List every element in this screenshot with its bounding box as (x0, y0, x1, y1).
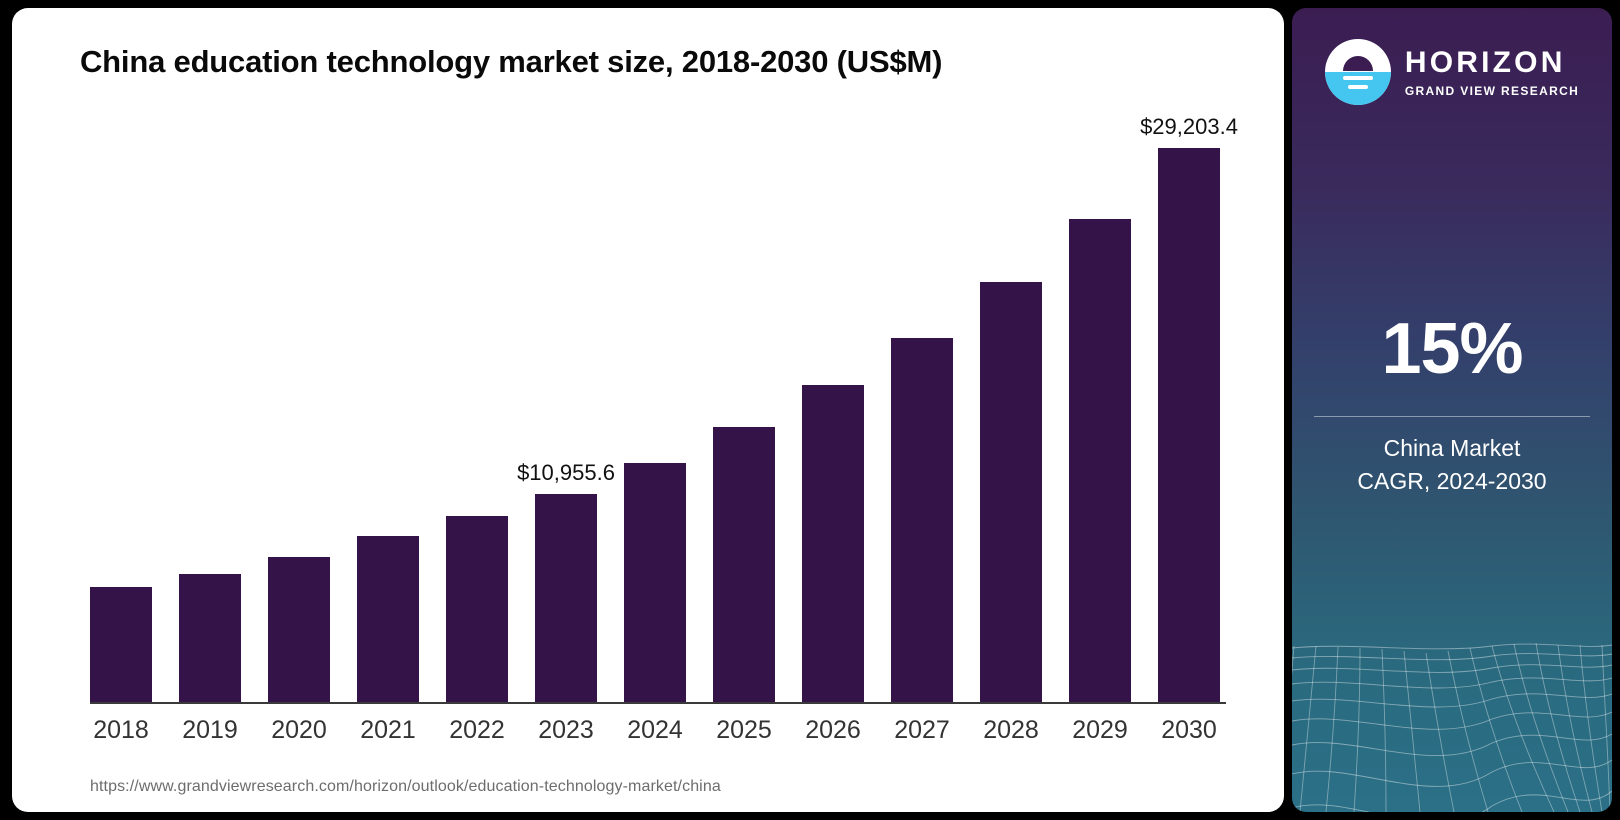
x-tick-label: 2022 (449, 715, 505, 744)
bar (1158, 148, 1220, 702)
bar (446, 516, 508, 702)
source-url[interactable]: https://www.grandviewresearch.com/horizo… (90, 778, 721, 795)
bar-series: $10,955.6 $29,203.4 (90, 104, 1238, 702)
logo: HORIZON GRAND VIEW RESEARCH (1292, 34, 1612, 110)
bar-column (891, 104, 953, 702)
bar (891, 338, 953, 702)
bar-value-label: $29,203.4 (1140, 114, 1238, 139)
page-title: China education technology market size, … (80, 44, 943, 79)
bar-column (713, 104, 775, 702)
x-tick-label: 2019 (182, 715, 238, 744)
bar-column (802, 104, 864, 702)
x-tick-label: 2024 (627, 715, 683, 744)
x-axis-line (90, 702, 1226, 704)
brand-panel: HORIZON GRAND VIEW RESEARCH 15% China Ma… (1292, 8, 1612, 812)
perspective-grid-decoration (1292, 612, 1612, 812)
bar (179, 574, 241, 702)
bar (1069, 219, 1131, 702)
x-tick-label: 2023 (538, 715, 594, 744)
bar (357, 536, 419, 702)
cagr-caption-line1: China Market (1383, 435, 1521, 461)
bar-value-label: $10,955.6 (517, 460, 615, 485)
x-tick-label: 2030 (1161, 715, 1217, 744)
bar (713, 427, 775, 702)
bar-column (357, 104, 419, 702)
bar-column (179, 104, 241, 702)
x-tick-label: 2018 (93, 715, 149, 744)
cagr-caption-line2: CAGR, 2024-2030 (1357, 468, 1547, 495)
logo-tagline: GRAND VIEW RESEARCH (1404, 83, 1580, 98)
bar-column (1069, 104, 1131, 702)
bar (624, 463, 686, 702)
x-tick-label: 2026 (805, 715, 861, 744)
cagr-caption: China Market CAGR, 2024-2030 (1292, 432, 1612, 499)
x-tick-label: 2020 (271, 715, 327, 744)
x-tick-label: 2025 (716, 715, 772, 744)
chart-card: China education technology market size, … (12, 8, 1284, 812)
x-axis-ticks: 2018 2019 2020 2021 2022 2023 2024 2025 2026 2027… (90, 708, 1220, 752)
grid-svg (1292, 642, 1612, 812)
bar (802, 385, 864, 702)
divider (1314, 416, 1590, 417)
x-tick-label: 2028 (983, 715, 1039, 744)
x-tick-label: 2027 (894, 715, 950, 744)
horizon-sun-icon (1324, 39, 1391, 105)
x-tick-label: 2029 (1072, 715, 1128, 744)
bar-column (446, 104, 508, 702)
bar (268, 557, 330, 702)
x-tick-label: 2021 (360, 715, 416, 744)
bar (90, 587, 152, 702)
logo-wordmark: HORIZON (1404, 45, 1566, 79)
cagr-value: 15% (1381, 309, 1523, 389)
logo-text: HORIZON GRAND VIEW RESEARCH (1404, 45, 1580, 98)
bar-column (624, 104, 686, 702)
bar-column (268, 104, 330, 702)
bar-column: $29,203.4 (1140, 104, 1238, 702)
bar-column: $10,955.6 (517, 104, 615, 702)
bar-column (90, 104, 152, 702)
bar (980, 282, 1042, 702)
bar (535, 494, 597, 702)
bar-column (980, 104, 1042, 702)
